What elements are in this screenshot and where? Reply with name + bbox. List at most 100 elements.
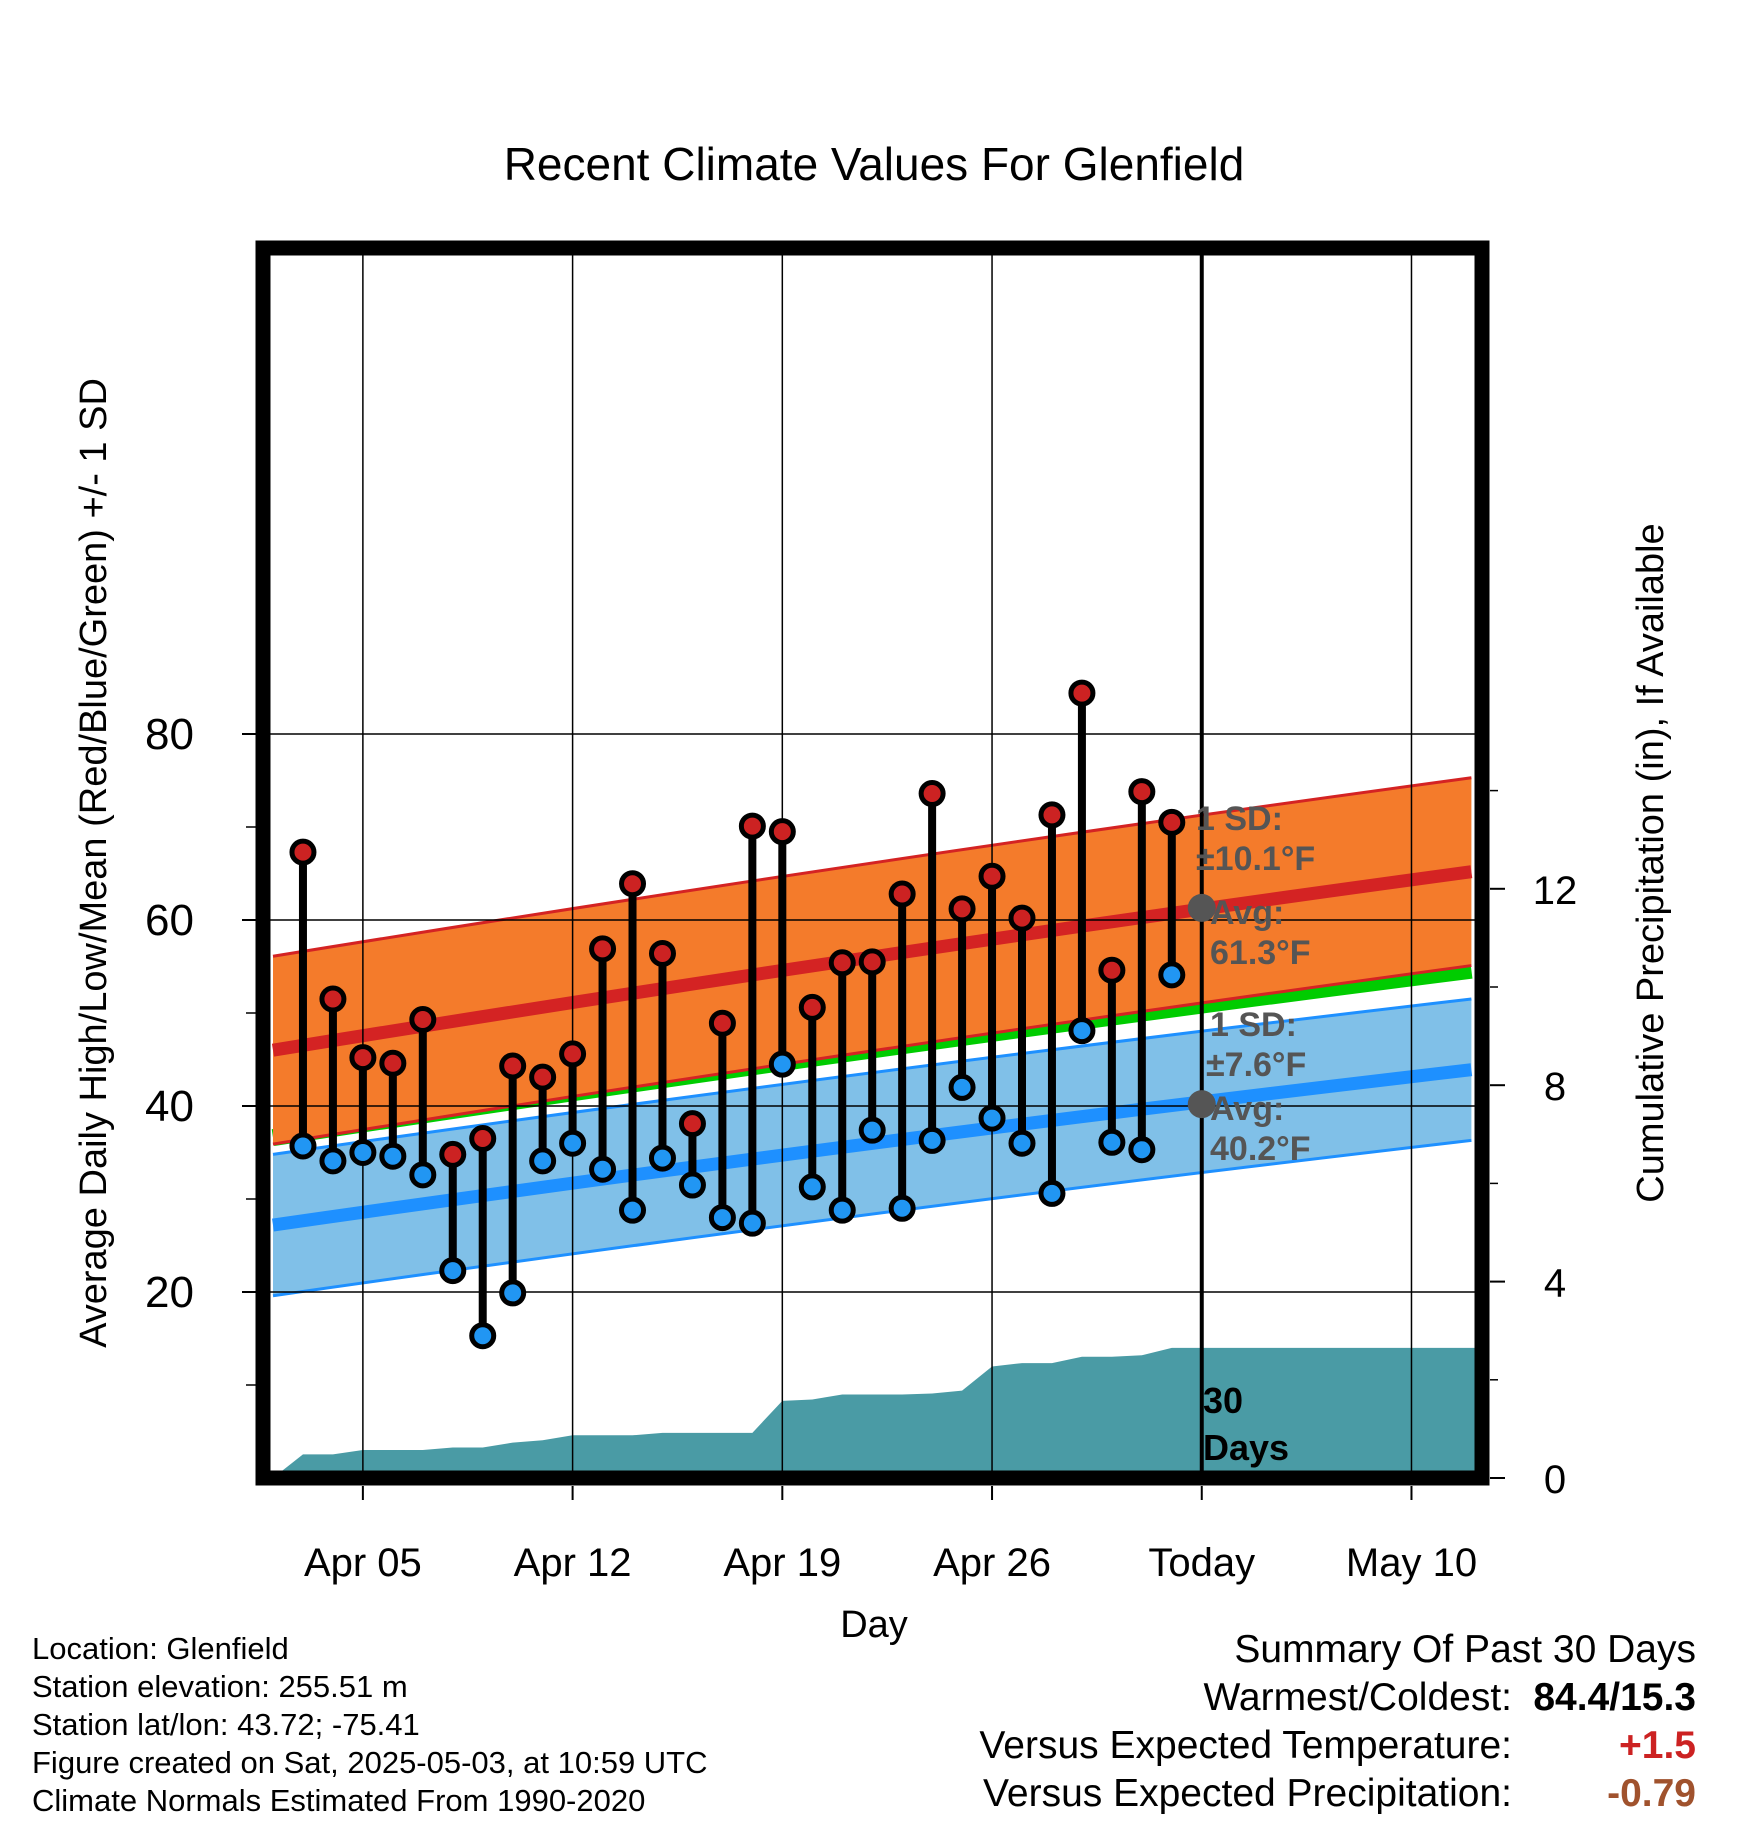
high-temp-point: [499, 1052, 527, 1080]
high-temp-point: [349, 1044, 377, 1072]
x-tick-label: Today: [1148, 1541, 1255, 1585]
summary-warm-cold-label: Warmest/Coldest:: [1203, 1676, 1512, 1719]
x-tick-label: Apr 05: [304, 1541, 422, 1585]
high-temp-point: [948, 895, 976, 923]
high-temp-point: [289, 838, 317, 866]
y-tick-label: 40: [145, 1082, 194, 1131]
high-temp-point: [1008, 904, 1036, 932]
high-temp-point: [978, 862, 1006, 890]
low-temp-point: [978, 1104, 1006, 1132]
high-temp-point: [768, 818, 796, 846]
high-temp-point: [469, 1125, 497, 1153]
y-tick-label: 80: [145, 710, 194, 759]
high-temp-point: [1158, 808, 1186, 836]
y2-tick-label: 8: [1544, 1065, 1566, 1109]
summary-warm-cold-row: Warmest/Coldest: 84.4/15.3: [979, 1674, 1696, 1722]
summary-temp-label: Versus Expected Temperature:: [979, 1724, 1512, 1767]
high-temp-point: [619, 870, 647, 898]
low-temp-point: [738, 1209, 766, 1237]
low-sd-label: 1 SD:: [1210, 1006, 1297, 1044]
high-temp-point: [738, 812, 766, 840]
high-temp-point: [858, 948, 886, 976]
x-tick-label: Apr 12: [514, 1541, 632, 1585]
high-temp-point: [1038, 801, 1066, 829]
high-temp-point: [648, 939, 676, 967]
y2-tick-label: 12: [1533, 869, 1578, 913]
low-temp-point: [828, 1196, 856, 1224]
precip-area: [273, 1347, 1482, 1478]
high-temp-point: [918, 780, 946, 808]
low-temp-point: [1098, 1128, 1126, 1156]
high-temp-point: [559, 1040, 587, 1068]
low-temp-point: [319, 1147, 347, 1175]
high-normal-upper-sd-line: [272, 776, 1472, 958]
low-temp-point: [619, 1196, 647, 1224]
low-temp-point: [589, 1155, 617, 1183]
y-axis-label: Average Daily High/Low/Mean (Red/Blue/Gr…: [73, 378, 115, 1348]
today-days-label: 30: [1203, 1380, 1243, 1421]
x-tick-label: Apr 26: [933, 1541, 1051, 1585]
low-temp-point: [1158, 961, 1186, 989]
x-tick-label: May 10: [1346, 1541, 1477, 1585]
summary-precip-label: Versus Expected Precipitation:: [983, 1772, 1512, 1815]
info-location: Location: Glenfield: [32, 1631, 289, 1666]
low-temp-point: [708, 1204, 736, 1232]
low-temp-point: [858, 1116, 886, 1144]
y2-tick-label: 0: [1544, 1458, 1566, 1502]
station-info: Location: Glenfield Station elevation: 2…: [32, 1630, 708, 1820]
y-tick-label: 20: [145, 1268, 194, 1317]
low-temp-point: [918, 1126, 946, 1154]
high-temp-point: [828, 949, 856, 977]
low-temp-point: [948, 1073, 976, 1101]
low-temp-point: [678, 1171, 706, 1199]
summary-precip-value: -0.79: [1607, 1772, 1696, 1815]
low-temp-point: [529, 1147, 557, 1175]
summary-temp-row: Versus Expected Temperature: +1.5: [979, 1722, 1696, 1770]
high-temp-point: [708, 1009, 736, 1037]
high-temp-point: [678, 1110, 706, 1138]
y2-axis-label: Cumulative Precipitation (in), If Availa…: [1630, 523, 1672, 1202]
high-avg-label: Avg:: [1210, 894, 1284, 932]
info-elevation: Station elevation: 255.51 m: [32, 1669, 408, 1704]
today-low-avg-marker: [1187, 1090, 1216, 1119]
high-sd-label: 1 SD:: [1196, 800, 1283, 838]
low-avg-label: Avg:: [1210, 1090, 1284, 1128]
chart-title: Recent Climate Values For Glenfield: [504, 138, 1245, 190]
low-temp-point: [379, 1142, 407, 1170]
today-high-avg-marker: [1187, 893, 1216, 922]
low-temp-point: [409, 1161, 437, 1189]
low-avg-value: 40.2°F: [1210, 1130, 1311, 1168]
high-temp-point: [798, 993, 826, 1021]
high-temp-point: [439, 1140, 467, 1168]
high-temp-point: [589, 935, 617, 963]
high-temp-point: [1128, 778, 1156, 806]
low-temp-point: [469, 1322, 497, 1350]
low-temp-point: [1128, 1136, 1156, 1164]
low-temp-point: [648, 1144, 676, 1172]
info-latlon: Station lat/lon: 43.72; -75.41: [32, 1707, 420, 1742]
low-temp-point: [289, 1132, 317, 1160]
plot-frame: [255, 240, 1490, 1486]
low-temp-point: [559, 1129, 587, 1157]
plot-area: [263, 248, 1482, 1478]
high-temp-point: [1098, 956, 1126, 984]
low-temp-point: [768, 1050, 796, 1078]
low-temp-point: [439, 1257, 467, 1285]
info-normals: Climate Normals Estimated From 1990-2020: [32, 1783, 646, 1818]
high-avg-value: 61.3°F: [1210, 934, 1311, 972]
y-tick-label: 60: [145, 896, 194, 945]
low-temp-point: [499, 1279, 527, 1307]
summary-precip-row: Versus Expected Precipitation: -0.79: [979, 1770, 1696, 1818]
low-temp-point: [1038, 1179, 1066, 1207]
today-days-label: Days: [1203, 1427, 1289, 1468]
high-temp-point: [319, 985, 347, 1013]
high-temp-point: [1068, 679, 1096, 707]
high-temp-point: [379, 1049, 407, 1077]
info-created: Figure created on Sat, 2025-05-03, at 10…: [32, 1745, 708, 1780]
low-temp-point: [1068, 1017, 1096, 1045]
x-tick-label: Apr 19: [723, 1541, 841, 1585]
low-sd-value: ±7.6°F: [1206, 1046, 1306, 1084]
low-temp-point: [349, 1139, 377, 1166]
summary-title: Summary Of Past 30 Days: [1234, 1628, 1696, 1671]
